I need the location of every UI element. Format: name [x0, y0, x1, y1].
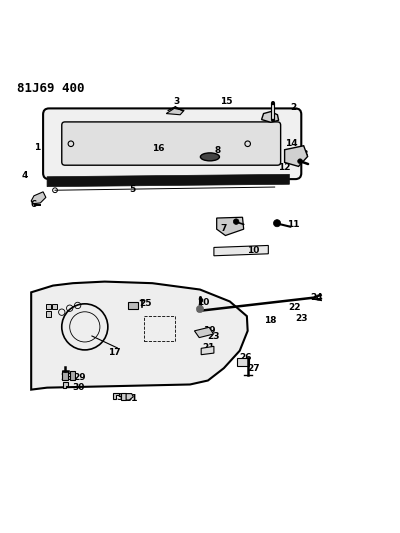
- Text: 81J69 400: 81J69 400: [17, 82, 85, 95]
- Polygon shape: [114, 393, 118, 399]
- Polygon shape: [47, 174, 289, 187]
- Polygon shape: [31, 192, 46, 204]
- Polygon shape: [214, 246, 268, 256]
- Text: 24: 24: [310, 293, 323, 302]
- Text: 30: 30: [73, 383, 85, 392]
- Bar: [46, 311, 51, 317]
- Polygon shape: [201, 346, 214, 354]
- Text: 29: 29: [74, 373, 86, 382]
- Text: 28: 28: [61, 373, 73, 382]
- Bar: [144, 316, 174, 341]
- Ellipse shape: [200, 153, 220, 161]
- Text: 2: 2: [290, 103, 296, 112]
- Text: 30: 30: [116, 393, 129, 402]
- Circle shape: [233, 219, 239, 224]
- Text: 18: 18: [264, 316, 277, 325]
- Text: 11: 11: [287, 220, 300, 229]
- FancyBboxPatch shape: [62, 122, 281, 165]
- Text: 31: 31: [126, 394, 138, 403]
- Polygon shape: [120, 393, 126, 400]
- Text: 27: 27: [248, 365, 260, 374]
- Polygon shape: [126, 393, 133, 400]
- Text: 26: 26: [239, 353, 252, 362]
- Text: 19: 19: [203, 326, 216, 335]
- Text: 15: 15: [220, 97, 232, 106]
- Circle shape: [298, 159, 302, 164]
- Bar: [70, 372, 75, 380]
- Text: 13: 13: [296, 150, 309, 159]
- Text: 22: 22: [288, 303, 301, 311]
- Text: 5: 5: [129, 184, 136, 193]
- Bar: [52, 304, 57, 309]
- Text: 17: 17: [108, 348, 121, 357]
- Text: 7: 7: [221, 224, 227, 233]
- Bar: [237, 358, 249, 366]
- Polygon shape: [285, 146, 308, 166]
- FancyBboxPatch shape: [43, 108, 301, 179]
- Text: 21: 21: [202, 343, 215, 352]
- Text: 4: 4: [22, 172, 28, 181]
- Bar: [128, 302, 138, 309]
- Circle shape: [196, 305, 204, 312]
- Polygon shape: [166, 108, 184, 115]
- Polygon shape: [63, 383, 68, 389]
- Bar: [62, 372, 68, 380]
- Text: 14: 14: [285, 139, 298, 148]
- Text: 1: 1: [34, 143, 40, 152]
- Text: 20: 20: [197, 298, 209, 307]
- Text: 23: 23: [208, 332, 220, 341]
- Text: 10: 10: [248, 246, 260, 255]
- Polygon shape: [217, 217, 244, 236]
- Text: 8: 8: [215, 146, 221, 155]
- Text: 25: 25: [140, 298, 152, 308]
- Text: 3: 3: [173, 97, 179, 106]
- Circle shape: [274, 220, 281, 227]
- Bar: [46, 304, 51, 309]
- Text: 6: 6: [30, 200, 36, 209]
- Polygon shape: [31, 281, 248, 390]
- Text: 23: 23: [295, 314, 308, 324]
- Text: 16: 16: [152, 144, 164, 154]
- Text: 12: 12: [278, 164, 291, 173]
- Polygon shape: [262, 111, 279, 122]
- Text: 9: 9: [131, 303, 137, 311]
- Polygon shape: [194, 327, 214, 337]
